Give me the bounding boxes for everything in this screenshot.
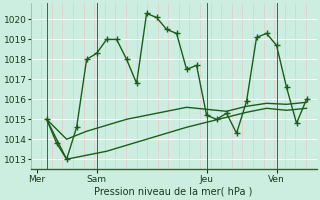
X-axis label: Pression niveau de la mer( hPa ): Pression niveau de la mer( hPa ) — [94, 187, 253, 197]
